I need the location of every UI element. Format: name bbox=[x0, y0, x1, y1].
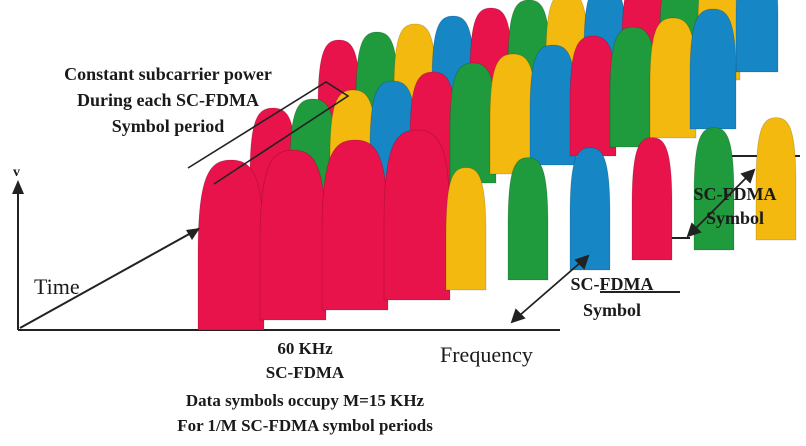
front-row-lobe-7 bbox=[569, 147, 611, 271]
middle-row-lobe-6 bbox=[449, 62, 497, 184]
middle-row-lobe-9 bbox=[569, 35, 617, 157]
caption-line-2: SC-FDMA bbox=[266, 363, 345, 382]
time-axis-arrowhead bbox=[186, 228, 200, 240]
middle-row-lobe-10 bbox=[609, 26, 657, 148]
middle-row-lobe-11 bbox=[649, 17, 697, 139]
front-row-lobe-3 bbox=[321, 139, 389, 311]
annotation-bracket bbox=[187, 81, 350, 185]
caption-line-1: 60 KHz bbox=[277, 339, 333, 358]
back-row-lobe-12 bbox=[735, 0, 779, 73]
symbol-label-back-line-2: Symbol bbox=[706, 208, 764, 228]
annotation-line-2: During each SC-FDMA bbox=[77, 90, 259, 110]
front-row-lobe-1 bbox=[197, 159, 265, 331]
front-row-lobe-10 bbox=[755, 117, 797, 241]
front-row-lobe-6 bbox=[507, 157, 549, 281]
annotation-line-3: Symbol period bbox=[112, 116, 225, 136]
symbol-label-back-line-1: SC-FDMA bbox=[694, 184, 777, 204]
caption-line-3: Data symbols occupy M=15 KHz bbox=[186, 391, 425, 410]
middle-row-lobe-8 bbox=[529, 44, 577, 166]
symbol-dimension-back bbox=[686, 168, 756, 238]
vertical-axis: v bbox=[12, 165, 24, 330]
time-axis bbox=[19, 227, 201, 329]
symbol-label-front-line-1: SC-FDMA bbox=[571, 274, 654, 294]
caption-line-4: For 1/M SC-FDMA symbol periods bbox=[177, 416, 433, 435]
front-row-lobe-4 bbox=[383, 129, 451, 301]
middle-row-lobe-7 bbox=[489, 53, 537, 175]
time-label: Time bbox=[34, 274, 80, 299]
vertical-axis-arrowhead bbox=[12, 180, 24, 194]
middle-row-lobe-12 bbox=[689, 8, 737, 130]
front-row-lobe-2 bbox=[259, 149, 327, 321]
front-row-lobe-5 bbox=[445, 167, 487, 291]
symbol-dimension-front bbox=[510, 254, 590, 324]
annotation-line-1: Constant subcarrier power bbox=[64, 64, 272, 84]
front-row-lobe-8 bbox=[631, 137, 673, 261]
frequency-label: Frequency bbox=[440, 342, 533, 367]
symbol-label-front-line-2: Symbol bbox=[583, 300, 641, 320]
subcarrier-lobes bbox=[197, 0, 797, 331]
vertical-axis-label: v bbox=[13, 165, 20, 180]
